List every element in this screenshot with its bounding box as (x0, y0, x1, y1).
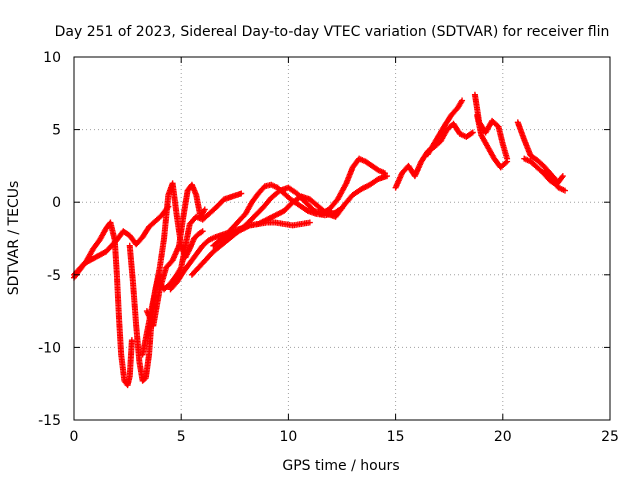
x-tick-label: 10 (279, 429, 297, 445)
grid-lines (74, 57, 610, 420)
plot-frame (73, 56, 611, 421)
data-marker (468, 130, 475, 137)
data-marker (558, 174, 565, 181)
data-point (199, 228, 206, 235)
data-point (561, 187, 568, 194)
y-tick-label: -5 (47, 268, 61, 284)
data-point (559, 173, 566, 180)
y-tick-label: 5 (52, 123, 61, 139)
y-tick-label: 0 (52, 195, 61, 211)
data-point (238, 190, 245, 197)
y-tick-label: -10 (38, 340, 61, 356)
x-tick-label: 25 (601, 429, 619, 445)
data-point (504, 158, 511, 165)
x-tick-label: 20 (494, 429, 512, 445)
x-tick-label: 15 (387, 429, 405, 445)
x-tick-label: 0 (70, 429, 79, 445)
data-point (306, 219, 313, 226)
data-point (128, 337, 135, 344)
data-point (201, 206, 208, 213)
y-tick-label: -15 (38, 413, 61, 429)
axis-ticks: 0 5 10 15 20 25 -15 -10 -5 0 5 10 (38, 50, 619, 445)
y-tick-label: 10 (43, 50, 61, 66)
chart-title: Day 251 of 2023, Sidereal Day-to-day VTE… (55, 24, 610, 40)
x-axis-label: GPS time / hours (282, 458, 399, 474)
y-axis-label: SDTVAR / TECUs (6, 181, 22, 296)
data-points (71, 91, 568, 389)
data-marker (502, 159, 509, 166)
data-point (469, 129, 476, 136)
x-tick-label: 5 (177, 429, 186, 445)
data-point (459, 97, 466, 104)
data-point (381, 170, 388, 177)
